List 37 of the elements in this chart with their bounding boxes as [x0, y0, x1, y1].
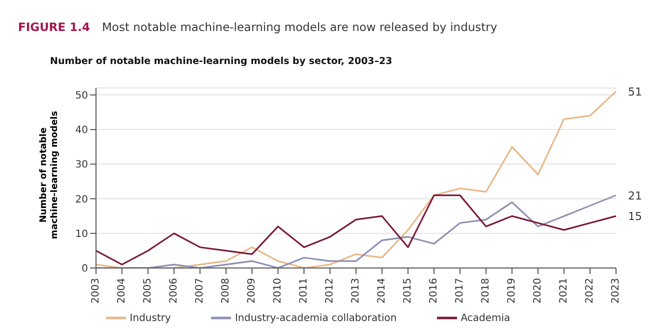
x-tick-label: 2022 [584, 278, 596, 304]
x-tick-label: 2008 [220, 278, 232, 304]
y-tick-label: 40 [75, 125, 88, 136]
legend-label: Academia [460, 312, 510, 324]
x-tick-label: 2013 [350, 278, 362, 304]
y-tick-label: 20 [75, 194, 88, 206]
data-label: 15 [628, 210, 642, 224]
x-tick-label: 2011 [298, 278, 310, 304]
x-tick-label: 2015 [402, 278, 414, 304]
x-tick-label: 2021 [558, 278, 570, 304]
x-tick-label: 2023 [610, 278, 622, 304]
x-tick-label: 2005 [142, 278, 154, 304]
x-tick-label: 2010 [272, 278, 284, 304]
data-label: 51 [628, 85, 642, 98]
x-tick-label: 2017 [454, 278, 466, 304]
legend-label: Industry-academia collaboration [234, 312, 397, 324]
x-tick-label: 2004 [116, 278, 128, 304]
x-tick-label: 2007 [194, 278, 206, 304]
y-tick-label: 10 [75, 228, 88, 240]
x-tick-label: 2018 [480, 278, 492, 304]
y-tick-label: 0 [82, 264, 88, 275]
caption: FIGURE 1.4 [18, 20, 90, 34]
legend-label: Industry [130, 312, 171, 324]
x-tick-label: 2003 [90, 278, 102, 304]
chart-title: Most notable machine-learning models are now released by industry [102, 20, 498, 34]
x-tick-label: 2020 [532, 278, 544, 304]
x-tick-label: 2006 [168, 278, 180, 304]
y-tick-label: 30 [75, 160, 88, 171]
data-label: 21 [628, 189, 642, 202]
chart-subtitle: Number of notable machine-learning models by sector, 2003–23 [50, 56, 392, 67]
x-tick-label: 2014 [376, 278, 388, 304]
x-tick-label: 2016 [428, 278, 440, 304]
x-tick-label: 2009 [246, 278, 258, 304]
y-tick-label: 50 [75, 90, 88, 102]
x-tick-label: 2012 [324, 278, 336, 304]
y-axis-title: Number of notable machine-learning models [39, 110, 61, 240]
x-tick-label: 2019 [506, 278, 518, 304]
